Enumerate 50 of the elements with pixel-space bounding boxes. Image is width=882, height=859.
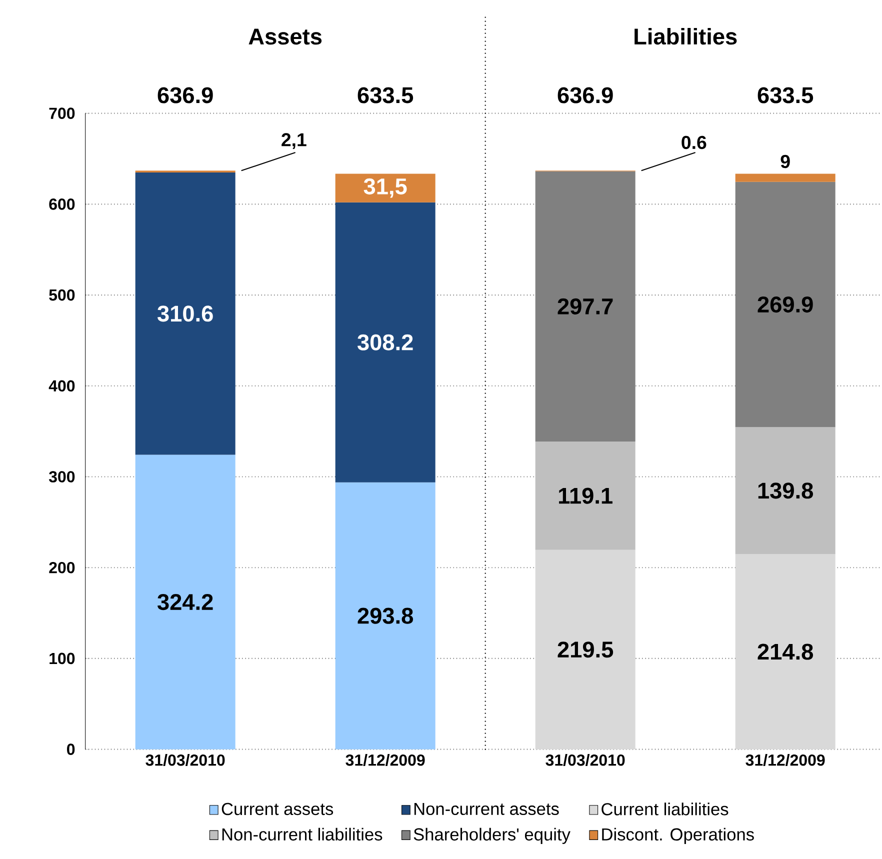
legend-label: Non-current assets <box>414 803 559 816</box>
legend-label: Non-current liabilities <box>222 828 382 841</box>
y-tick-label: 100 <box>50 652 75 664</box>
y-tick-label: 400 <box>48 380 75 392</box>
bar <box>735 182 836 428</box>
y-tick-label: 300 <box>48 471 75 483</box>
total-label: 636.9 <box>158 87 213 104</box>
bar <box>135 454 236 750</box>
bar <box>735 174 836 182</box>
bar <box>735 427 836 554</box>
bar <box>335 202 436 483</box>
y-tick-label: 700 <box>49 108 75 120</box>
y-tick-label: 0 <box>67 744 75 756</box>
y-tick-label: 500 <box>49 290 75 301</box>
bar <box>135 172 236 455</box>
bar <box>535 550 636 750</box>
x-tick-label: 31/12/2009 <box>746 754 825 766</box>
legend-label: Current liabilities <box>602 802 728 816</box>
data-label: 139.8 <box>758 482 814 499</box>
bar <box>735 554 836 750</box>
legend-label: Discont. Operations <box>602 828 754 844</box>
data-label: 31,5 <box>364 178 407 198</box>
y-tick-label: 600 <box>49 198 75 210</box>
data-label: 214.8 <box>758 644 814 660</box>
data-label: 308.2 <box>358 334 413 351</box>
y-tick-label: 200 <box>49 562 75 574</box>
legend-label: Shareholders' equity <box>414 828 570 844</box>
bar <box>335 174 436 203</box>
x-tick-label: 31/03/2010 <box>546 754 625 766</box>
text: Liabilities <box>634 28 737 45</box>
data-label: 293.8 <box>358 608 414 624</box>
data-label: 9 <box>780 155 790 168</box>
data-label: 297.7 <box>558 298 613 315</box>
data-label: 310.6 <box>157 306 213 322</box>
bar <box>335 482 436 750</box>
x-tick-label: 31/12/2009 <box>346 754 425 766</box>
legend-label: Current assets <box>222 803 334 816</box>
total-label: 633.5 <box>758 87 814 104</box>
text: Assets <box>248 28 322 45</box>
x-tick-label: 31/03/2010 <box>146 754 225 766</box>
data-label: 119.1 <box>559 488 612 504</box>
data-label: 219.5 <box>558 642 614 658</box>
data-label: 2,1 <box>282 133 306 150</box>
bar <box>535 171 636 442</box>
bar <box>535 442 636 550</box>
data-label: 324.2 <box>157 594 213 610</box>
total-label: 633.5 <box>358 87 414 104</box>
data-label: 269.9 <box>758 296 813 313</box>
total-label: 636.9 <box>558 87 613 104</box>
data-label: 0.6 <box>682 136 706 150</box>
